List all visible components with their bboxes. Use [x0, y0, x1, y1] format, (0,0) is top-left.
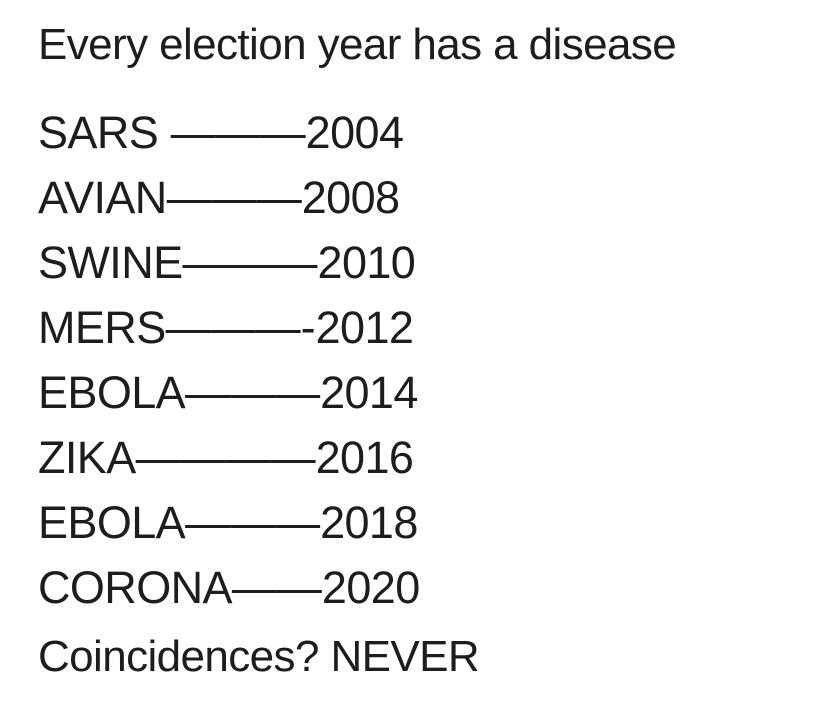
- dash-separator: ———: [166, 172, 302, 223]
- year-label: 2004: [305, 107, 404, 158]
- disease-label: CORONA: [38, 562, 233, 613]
- disease-label: EBOLA: [38, 497, 186, 548]
- year-label: 2018: [320, 497, 418, 548]
- year-label: 2020: [321, 562, 420, 613]
- disease-label: MERS: [38, 302, 166, 353]
- dash-separator: ———-: [165, 302, 316, 353]
- dash-separator: ———: [182, 237, 318, 288]
- post-footer: Coincidences? NEVER: [38, 632, 480, 681]
- dash-separator: ———: [185, 497, 321, 548]
- year-label: 2012: [315, 302, 414, 353]
- disease-label: SWINE: [38, 237, 183, 288]
- dash-separator: ———: [158, 107, 306, 158]
- disease-label: AVIAN: [38, 172, 167, 223]
- year-label: 2014: [320, 367, 418, 418]
- text-post: Every election year has a disease SARS —…: [38, 20, 817, 681]
- disease-label: ZIKA: [38, 432, 136, 483]
- list-item: EBOLA———2018: [38, 490, 817, 555]
- dash-separator: ————: [135, 432, 316, 483]
- dash-separator: ——: [231, 562, 322, 613]
- list-item: EBOLA———2014: [38, 360, 817, 425]
- disease-year-list: SARS ———2004 AVIAN———2008 SWINE———2010 M…: [38, 100, 817, 620]
- list-item: AVIAN———2008: [38, 165, 817, 230]
- disease-label: SARS: [38, 107, 159, 158]
- dash-separator: ———: [185, 367, 321, 418]
- post-title: Every election year has a disease: [38, 20, 677, 69]
- year-label: 2016: [315, 432, 414, 483]
- list-item: MERS———-2012: [38, 295, 817, 360]
- disease-label: EBOLA: [38, 367, 186, 418]
- year-label: 2008: [301, 172, 400, 223]
- list-item: CORONA——2020: [38, 555, 817, 620]
- list-item: SARS ———2004: [38, 100, 817, 165]
- year-label: 2010: [317, 237, 416, 288]
- list-item: ZIKA————2016: [38, 425, 817, 490]
- list-item: SWINE———2010: [38, 230, 817, 295]
